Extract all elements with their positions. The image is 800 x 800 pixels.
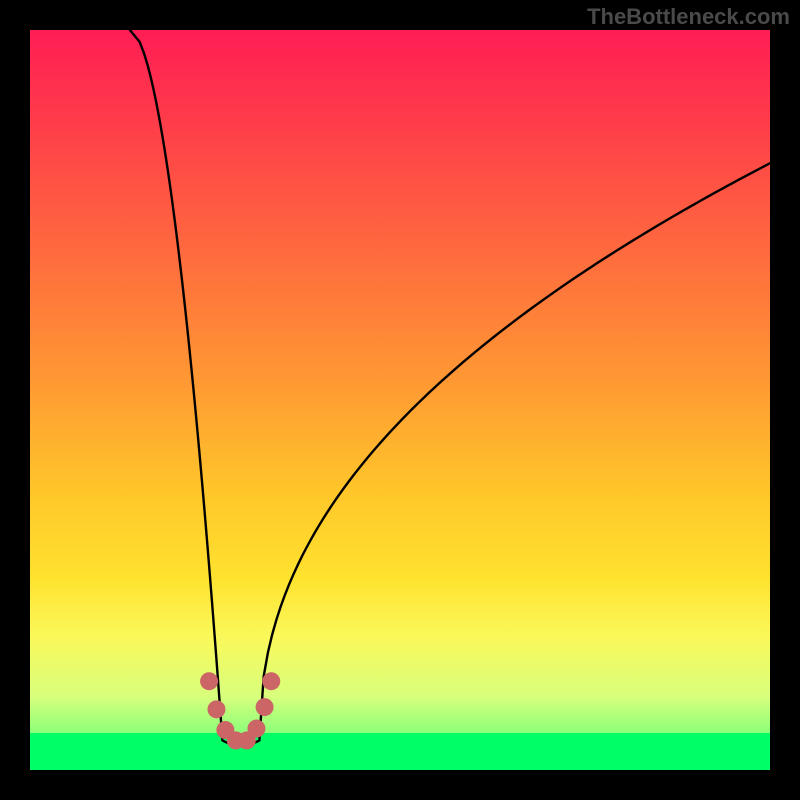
valley-marker (256, 698, 274, 716)
gradient-background (30, 30, 770, 770)
watermark-text: TheBottleneck.com (587, 4, 790, 30)
bottom-band (30, 733, 770, 770)
valley-marker (200, 672, 218, 690)
valley-marker (247, 720, 265, 738)
plot-svg (30, 30, 770, 770)
valley-marker (207, 700, 225, 718)
chart-canvas: TheBottleneck.com (0, 0, 800, 800)
plot-area (30, 30, 770, 770)
valley-marker (262, 672, 280, 690)
